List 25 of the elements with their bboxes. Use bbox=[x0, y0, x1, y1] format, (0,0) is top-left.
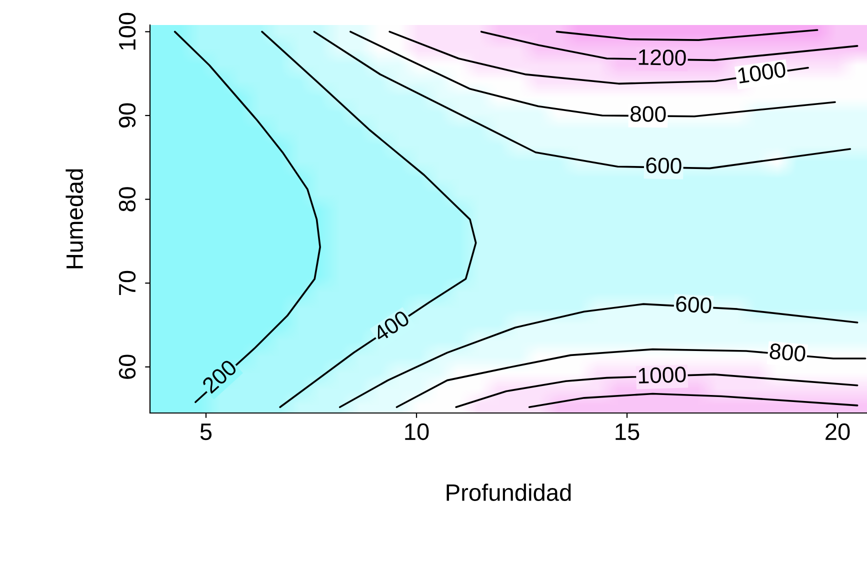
line-series bbox=[388, 30, 809, 85]
line-series bbox=[174, 30, 321, 404]
y-axis-title: Humedad bbox=[66, 169, 84, 268]
annotation: 200 bbox=[201, 358, 238, 394]
annotation: 600 bbox=[676, 296, 712, 314]
annotation: 800 bbox=[769, 343, 806, 362]
y-tick-label: 80 bbox=[118, 187, 136, 212]
annotation: 800 bbox=[630, 106, 666, 122]
x-tick-label: 15 bbox=[616, 424, 640, 440]
x-tick-label: 20 bbox=[826, 423, 850, 440]
y-tick-label: 60 bbox=[118, 354, 136, 379]
annotation: 1200 bbox=[638, 49, 686, 66]
x-tick-label: 10 bbox=[405, 423, 429, 440]
line-series bbox=[528, 392, 858, 408]
line-series bbox=[261, 30, 477, 408]
x-tick-label: 5 bbox=[200, 424, 212, 440]
x-axis-title: Profundidad bbox=[446, 484, 571, 501]
y-tick-label: 70 bbox=[118, 270, 136, 296]
y-tick-label: 100 bbox=[118, 12, 136, 50]
annotation: 1000 bbox=[738, 61, 786, 84]
line-series bbox=[556, 29, 818, 41]
y-tick-label: 90 bbox=[118, 103, 136, 128]
annotation: 400 bbox=[372, 310, 411, 342]
annotation: 600 bbox=[646, 157, 682, 174]
annotation: 1000 bbox=[638, 366, 686, 384]
